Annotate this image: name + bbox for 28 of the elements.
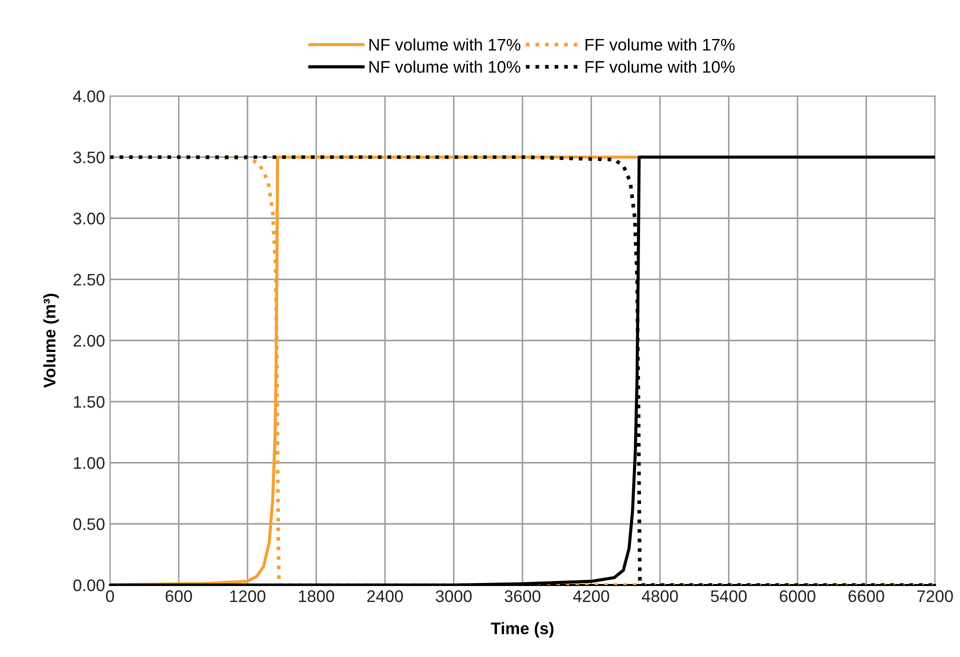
y-tick-label: 0.00 xyxy=(73,579,104,592)
y-axis-title: Volume (m³) xyxy=(43,294,59,388)
y-tick-label: 1.00 xyxy=(74,457,104,469)
legend-label: FF volume with 17% xyxy=(586,38,735,51)
y-tick-label: 4.00 xyxy=(73,90,104,102)
y-tick-label: 3.00 xyxy=(73,212,104,224)
y-tick-label: 0.50 xyxy=(73,518,104,530)
legend-label: NF volume with 17% xyxy=(369,38,520,51)
x-tick-label: 600 xyxy=(166,590,192,602)
x-tick-label: 1200 xyxy=(230,590,266,602)
legend-label: FF volume with 10% xyxy=(586,60,735,73)
x-tick-label: 3600 xyxy=(504,590,540,602)
x-tick-label: 6600 xyxy=(848,590,884,602)
legend-label: NF volume with 10% xyxy=(369,60,520,73)
x-tick-label: 3000 xyxy=(436,590,472,602)
x-axis-title: Time (s) xyxy=(490,622,554,638)
y-tick-label: 3.50 xyxy=(73,152,104,164)
x-tick-label: 6000 xyxy=(780,590,816,602)
y-tick-label: 1.50 xyxy=(74,396,104,408)
y-tick-label: 2.00 xyxy=(74,334,104,347)
x-tick-label: 5400 xyxy=(710,590,747,602)
x-tick-label: 2400 xyxy=(367,590,403,602)
x-tick-label: 4200 xyxy=(573,590,610,602)
x-tick-label: 1800 xyxy=(298,590,334,602)
y-tick-label: 2.50 xyxy=(74,274,104,286)
x-tick-label: 0 xyxy=(106,590,114,602)
x-tick-label: 7200 xyxy=(917,590,953,602)
x-tick-label: 4800 xyxy=(642,590,678,602)
